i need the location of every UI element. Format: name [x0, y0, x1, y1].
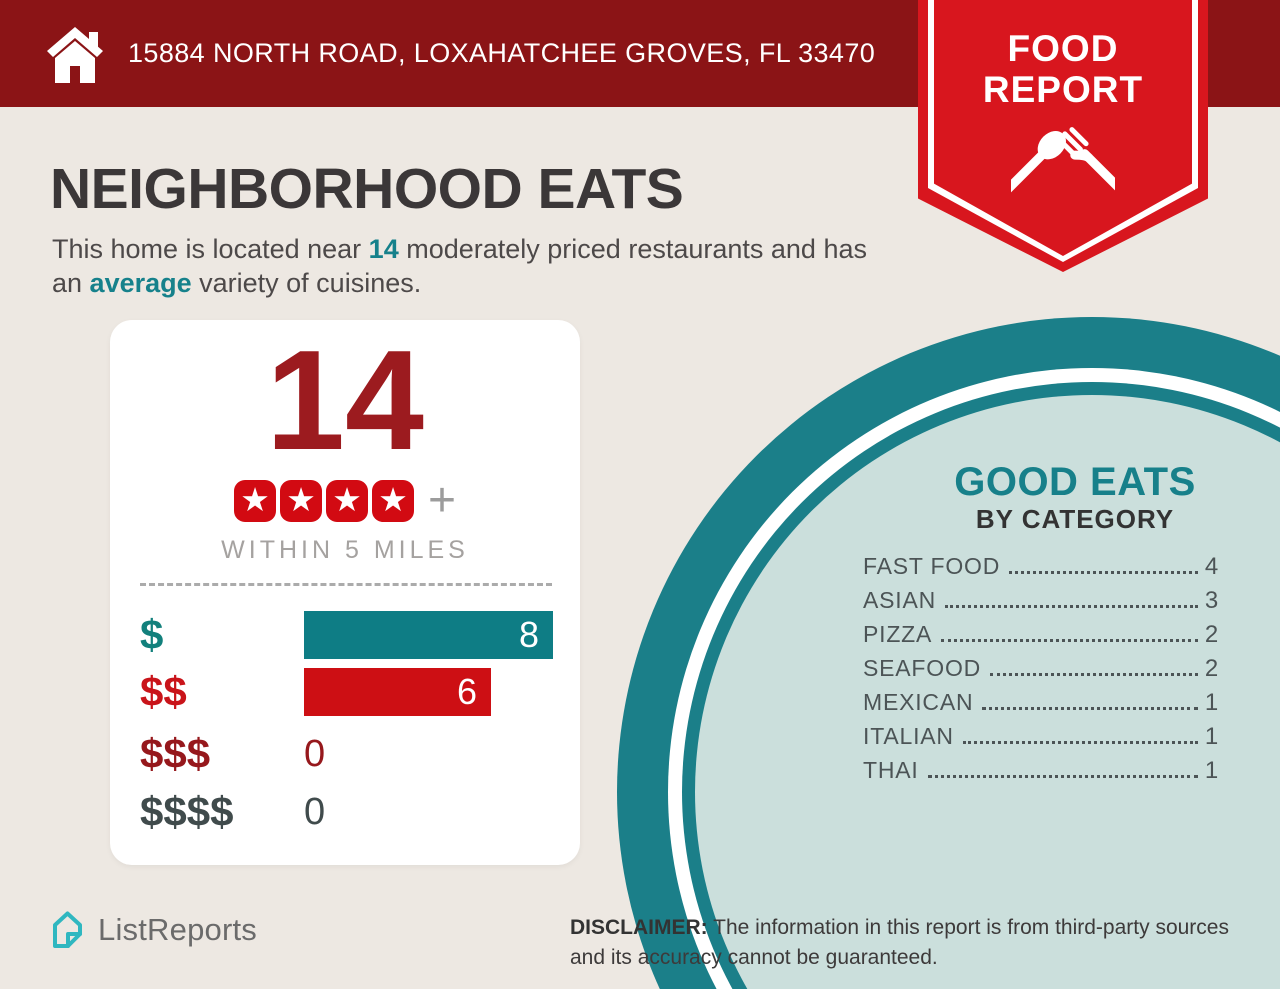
- price-tier-row: $ 8: [110, 611, 580, 659]
- plus-icon: +: [427, 474, 457, 527]
- category-count: 1: [1204, 723, 1219, 750]
- page-title: NEIGHBORHOOD EATS: [50, 157, 684, 221]
- star-icon: ★: [279, 480, 322, 522]
- category-count: 2: [1204, 621, 1219, 648]
- dotted-leader: [962, 741, 1198, 744]
- category-label: SEAFOOD: [863, 655, 982, 681]
- category-row: SEAFOOD 2: [863, 655, 1219, 689]
- disclaimer: DISCLAIMER: The information in this repo…: [570, 913, 1230, 973]
- star-rating: ★ ★ ★ ★ +: [110, 474, 580, 527]
- price-tier-label: $$: [140, 668, 187, 715]
- food-report-badge: FOOD REPORT: [918, 0, 1208, 272]
- category-count: 3: [1204, 587, 1219, 614]
- disclaimer-text: The information in this report is from t…: [570, 916, 1229, 969]
- dotted-leader: [990, 673, 1198, 676]
- good-eats-category-list: FAST FOOD 4 ASIAN 3 PIZZA 2 SEAFOOD 2 ME…: [863, 553, 1219, 791]
- crossed-spoon-fork-icon: [1011, 127, 1115, 197]
- category-label: PIZZA: [863, 621, 933, 647]
- category-count: 4: [1204, 553, 1219, 580]
- category-row: THAI 1: [863, 757, 1219, 791]
- category-count: 1: [1204, 757, 1219, 784]
- badge-title-line1: FOOD: [1007, 28, 1119, 69]
- good-eats-title: GOOD EATS: [954, 460, 1196, 504]
- category-label: MEXICAN: [863, 689, 974, 715]
- dotted-leader: [982, 707, 1198, 710]
- category-row: FAST FOOD 4: [863, 553, 1219, 587]
- price-tier-row: $$$$ 0: [110, 788, 580, 835]
- price-tier-row: $$$ 0: [110, 730, 580, 777]
- property-address: 15884 NORTH ROAD, LOXAHATCHEE GROVES, FL…: [128, 38, 876, 68]
- restaurant-count: 14: [266, 321, 424, 480]
- intro-text-2: moderately priced restaurants and has an: [52, 234, 867, 298]
- home-icon: [47, 27, 103, 83]
- intro-text-3: variety of cuisines.: [191, 268, 422, 298]
- star-icon: ★: [371, 480, 414, 522]
- category-label: ITALIAN: [863, 723, 954, 749]
- category-label: THAI: [863, 757, 919, 783]
- star-icon: ★: [233, 480, 276, 522]
- price-tier-row: $$ 6: [110, 668, 580, 716]
- intro-text-1: This home is located near: [52, 234, 369, 264]
- listreports-house-icon: [53, 911, 82, 948]
- price-tier-label: $: [140, 611, 164, 658]
- category-count: 2: [1204, 655, 1219, 682]
- price-tier-bar: 8: [304, 611, 553, 659]
- price-tier-label: $$$$: [140, 788, 234, 835]
- intro-paragraph: This home is located near 14 moderately …: [52, 232, 892, 300]
- dotted-leader: [1009, 571, 1198, 574]
- intro-count: 14: [368, 234, 399, 264]
- listreports-logo: ListReports: [51, 910, 257, 950]
- price-tier-value: 0: [304, 732, 326, 775]
- category-label: FAST FOOD: [863, 553, 1001, 579]
- category-row: MEXICAN 1: [863, 689, 1219, 723]
- category-row: ASIAN 3: [863, 587, 1219, 621]
- disclaimer-label: DISCLAIMER:: [570, 916, 708, 939]
- brand-name: ListReports: [98, 912, 257, 947]
- category-row: ITALIAN 1: [863, 723, 1219, 757]
- dotted-leader: [927, 775, 1198, 778]
- price-tier-value: 0: [304, 790, 326, 833]
- price-tier-bar: 6: [304, 668, 491, 716]
- dashed-divider: [140, 583, 552, 586]
- dotted-leader: [941, 639, 1198, 642]
- dotted-leader: [945, 605, 1198, 608]
- price-tier-label: $$$: [140, 730, 211, 777]
- star-icon: ★: [325, 480, 368, 522]
- radius-label: WITHIN 5 MILES: [221, 536, 469, 564]
- badge-title: FOOD REPORT: [918, 28, 1208, 110]
- category-row: PIZZA 2: [863, 621, 1219, 655]
- badge-title-line2: REPORT: [982, 69, 1144, 110]
- restaurant-stats-card: 14 ★ ★ ★ ★ + WITHIN 5 MILES $ 8 $$ 6 $$$…: [110, 320, 580, 865]
- category-count: 1: [1204, 689, 1219, 716]
- good-eats-subtitle: BY CATEGORY: [975, 504, 1175, 534]
- intro-highlight: average: [89, 268, 192, 298]
- category-label: ASIAN: [863, 587, 937, 613]
